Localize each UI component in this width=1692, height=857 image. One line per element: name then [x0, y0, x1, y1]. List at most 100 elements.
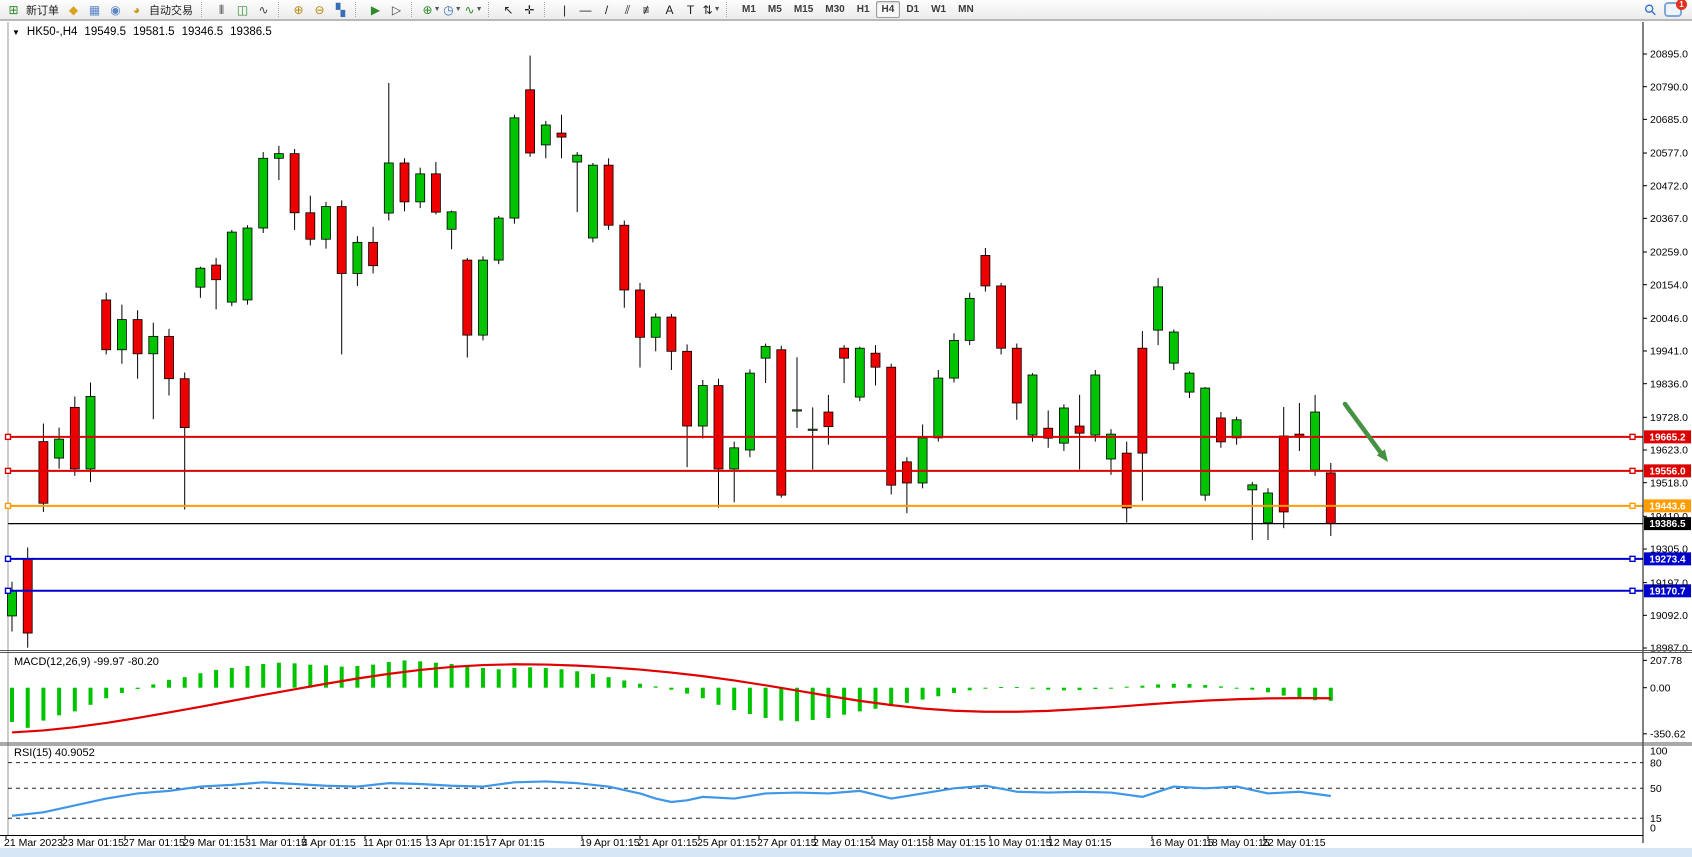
arrows-icon: ⇅ — [702, 2, 713, 17]
rsi-tick-label: 80 — [1650, 757, 1662, 769]
candle-body — [69, 406, 80, 470]
line-anchor[interactable] — [4, 555, 12, 563]
candle-body — [980, 255, 991, 287]
autotrading-button-label[interactable]: 自动交易 — [149, 4, 193, 17]
arrows-button[interactable]: ⇅ ▼ — [701, 0, 722, 19]
macd-histogram-bar — [889, 687, 894, 707]
candle-body — [415, 173, 426, 203]
macd-histogram-bar — [1093, 687, 1098, 690]
price-tick-label: 19197.0 — [1650, 577, 1688, 589]
price-tick-label: 20895.0 — [1650, 49, 1688, 61]
macd-histogram-bar — [606, 677, 611, 688]
candle-body — [807, 428, 818, 431]
time-tick-label: 31 Mar 01:15 — [245, 837, 307, 849]
macd-histogram-bar — [575, 671, 580, 688]
chat-icon[interactable]: 1 — [1664, 0, 1687, 17]
line-anchor[interactable] — [1629, 555, 1636, 563]
timeframe-h1-button[interactable]: H1 — [856, 4, 870, 15]
text-label-button[interactable]: T — [680, 0, 701, 19]
time-tick-label: 4 Apr 01:15 — [302, 837, 356, 849]
line-anchor[interactable] — [1629, 587, 1636, 595]
fibonacci-button[interactable]: ≢ — [638, 0, 659, 19]
timeframe-d1-button[interactable]: D1 — [906, 4, 920, 15]
zoom-out-icon: ⊖ — [314, 2, 325, 17]
cursor-button[interactable]: ↖ — [498, 0, 519, 19]
timeframe-mn-button[interactable]: MN — [958, 4, 974, 15]
trend-arrow-annotation[interactable] — [1342, 401, 1388, 462]
candle-body — [509, 117, 520, 219]
price-tick-label: 20259.0 — [1650, 247, 1688, 259]
candle-body — [7, 590, 17, 617]
indicators-button[interactable]: ⊕ ▼ — [421, 0, 442, 19]
timeframe-w1-button[interactable]: W1 — [931, 4, 947, 15]
line-anchor[interactable] — [1629, 502, 1636, 510]
crosshair-button[interactable]: ✛ — [519, 0, 540, 19]
search-icon[interactable]: ⚲ — [1640, 0, 1661, 20]
timeframe-h4-button[interactable]: H4 — [875, 1, 901, 18]
macd-histogram-bar — [920, 687, 925, 700]
time-tick-label: 29 Mar 01:15 — [183, 837, 245, 849]
candle-body — [164, 335, 174, 380]
macd-histogram-bar — [999, 687, 1004, 689]
current-price-tag — [1644, 517, 1691, 531]
new-order-button[interactable]: ⊞ — [3, 0, 24, 19]
candlestick-chart-button[interactable]: ◫ — [232, 0, 253, 19]
tile-windows-button[interactable]: ▚ — [330, 0, 351, 19]
price-axis[interactable]: 20895.0 20790.0 20685.0 20577.0 20472.0 20367… — [1642, 22, 1691, 843]
alerts-icon[interactable]: ◉ — [105, 0, 126, 19]
timeframe-m1-button[interactable]: M1 — [742, 4, 756, 15]
line-anchor[interactable] — [4, 467, 12, 475]
line-chart-button[interactable]: ∿ — [253, 0, 274, 19]
candle-body — [211, 264, 222, 281]
price-tick-label: 20685.0 — [1650, 114, 1688, 126]
chart-shift-button[interactable]: ▷ — [386, 0, 407, 19]
timeframe-m15-button[interactable]: M15 — [793, 4, 814, 15]
vertical-line-button[interactable]: | — [554, 0, 575, 19]
trendline-button[interactable]: / — [596, 0, 617, 19]
macd-histogram-bar — [952, 687, 956, 693]
timeframe-m30-button[interactable]: M30 — [825, 4, 845, 15]
line-anchor[interactable] — [4, 433, 12, 441]
macd-histogram-bar — [857, 687, 862, 712]
horizontal-line-button[interactable]: — — [575, 0, 596, 19]
timeframe-m5-button[interactable]: M5 — [767, 4, 782, 15]
auto-scroll-button[interactable]: ▶ — [365, 0, 386, 19]
autotrading-button[interactable]: ◕ — [126, 0, 147, 19]
candle-body — [540, 124, 551, 146]
periods-icon: ◷ — [443, 2, 454, 17]
line-anchor[interactable] — [4, 502, 12, 510]
macd-histogram-bar — [1266, 687, 1270, 693]
chart-profile-icon[interactable]: ▦ — [84, 0, 105, 19]
bar-chart-button[interactable]: ⫴ — [211, 0, 232, 19]
line-anchor[interactable] — [4, 587, 12, 595]
new-order-button-label[interactable]: 新订单 — [26, 4, 59, 17]
candle-body — [321, 206, 331, 240]
zoom-in-button[interactable]: ⊕ — [288, 0, 309, 19]
line-anchor[interactable] — [1629, 467, 1636, 475]
macd-histogram-bar — [1234, 687, 1239, 689]
equidistant-channel-button[interactable]: ⫽ — [617, 0, 638, 19]
cursor-icon: ↖ — [503, 2, 514, 17]
time-tick-label: 21 Mar 2023 — [4, 837, 63, 849]
candle-body — [917, 437, 928, 484]
new-order-icon: ⊞ — [8, 2, 19, 17]
macd-histogram-bar — [418, 661, 423, 688]
macd-histogram-bar — [1281, 687, 1286, 696]
zoom-out-button[interactable]: ⊖ — [309, 0, 330, 19]
macd-histogram-bar — [747, 687, 752, 715]
macd-histogram-bar — [182, 677, 187, 688]
macd-histogram-bar — [25, 687, 30, 728]
price-tick-label: 19836.0 — [1650, 378, 1688, 390]
macd-histogram-bar — [261, 664, 266, 688]
candle-body — [1106, 433, 1116, 460]
line-anchor[interactable] — [1629, 433, 1636, 441]
templates-button[interactable]: ∿ ▼ — [463, 0, 484, 19]
collapse-quick-trade-icon[interactable]: ▼ — [12, 27, 20, 37]
text-button[interactable]: A — [659, 0, 680, 19]
macd-histogram-bar — [104, 687, 109, 699]
chart-shift-icon: ▷ — [391, 2, 402, 17]
market-icon[interactable]: ◆ — [63, 0, 84, 19]
periods-button[interactable]: ◷ ▼ — [442, 0, 463, 19]
